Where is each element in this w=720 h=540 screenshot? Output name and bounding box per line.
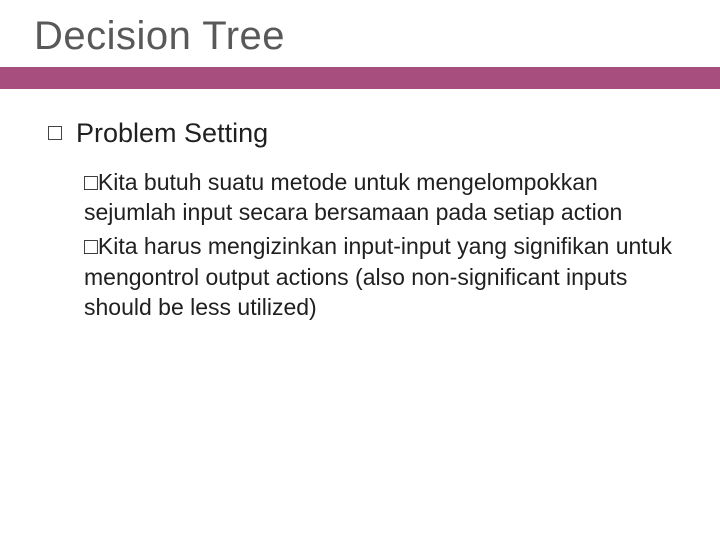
- hollow-square-bullet-icon: [48, 126, 62, 140]
- level2-prefix: Kita: [98, 233, 138, 259]
- accent-bar: [0, 67, 720, 89]
- level2-text: butuh suatu metode untuk mengelompokkan …: [84, 169, 622, 225]
- square-bullet-icon: □: [84, 169, 98, 195]
- slide: Decision Tree Problem Setting □Kita butu…: [0, 0, 720, 540]
- level2-text: harus mengizinkan input-input yang signi…: [84, 233, 672, 320]
- level2-prefix: Kita: [98, 169, 138, 195]
- slide-title: Decision Tree: [0, 0, 720, 67]
- slide-body: Problem Setting □Kita butuh suatu metode…: [0, 89, 720, 323]
- list-item: □Kita harus mengizinkan input-input yang…: [84, 231, 678, 322]
- sublist: □Kita butuh suatu metode untuk mengelomp…: [48, 161, 678, 323]
- list-item: □Kita butuh suatu metode untuk mengelomp…: [84, 167, 678, 228]
- square-bullet-icon: □: [84, 233, 98, 259]
- level1-text: Problem Setting: [76, 117, 268, 151]
- list-item: Problem Setting: [48, 117, 678, 151]
